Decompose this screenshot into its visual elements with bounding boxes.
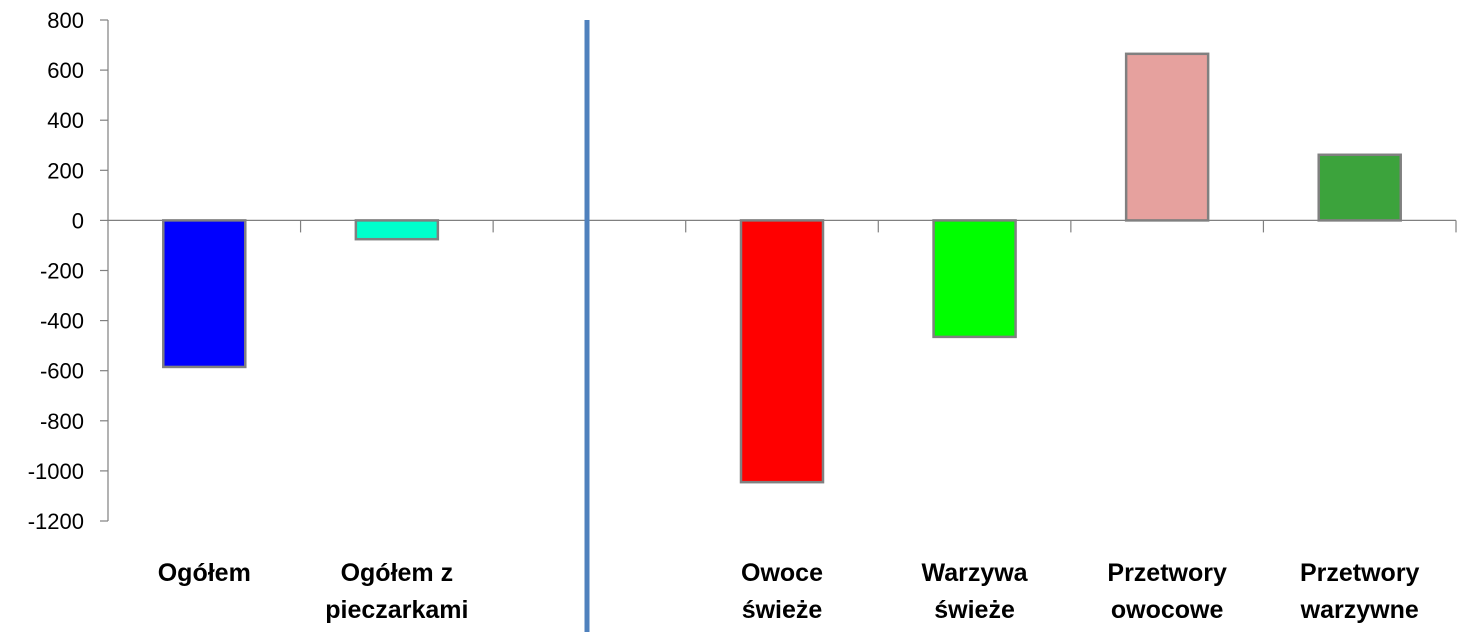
category-label: Ogółem z pieczarkami — [325, 559, 468, 624]
category-label: Ogółem — [158, 559, 251, 587]
category-label: Warzywa świeże — [922, 559, 1029, 624]
bar-ogółem-z-pieczarkami — [354, 219, 440, 241]
y-tick-label: 800 — [47, 8, 84, 33]
y-tick-label: -600 — [40, 359, 84, 384]
y-tick-label: 600 — [47, 58, 84, 83]
bar-przetwory-owocowe — [1124, 52, 1210, 222]
bars — [162, 52, 1402, 484]
y-tick-label: -1200 — [28, 509, 84, 534]
y-axis: 800 600 400 200 0 -200 -400 -600 -800 -1000 -1200 — [28, 8, 109, 534]
y-tick-label: 200 — [47, 158, 84, 183]
category-label: Przetwory warzywne — [1300, 559, 1420, 624]
y-tick-label: -800 — [40, 409, 84, 434]
y-tick-label: 400 — [47, 108, 84, 133]
category-label: Owoce świeże — [741, 559, 823, 624]
category-labels: Ogółem Ogółem z pieczarkami Owoce świeże Warz… — [158, 559, 1420, 624]
y-tick-label: -1000 — [28, 459, 84, 484]
bar-owoce-świeże — [739, 219, 825, 484]
y-tick-label: -200 — [40, 259, 84, 284]
y-tick-label: -400 — [40, 309, 84, 334]
y-tick-label: 0 — [72, 208, 84, 233]
bar-przetwory-warzywne — [1317, 153, 1402, 222]
bar-ogółem — [162, 219, 247, 369]
bar-warzywa-świeże — [932, 219, 1017, 339]
category-label: Przetwory owocowe — [1107, 559, 1227, 624]
